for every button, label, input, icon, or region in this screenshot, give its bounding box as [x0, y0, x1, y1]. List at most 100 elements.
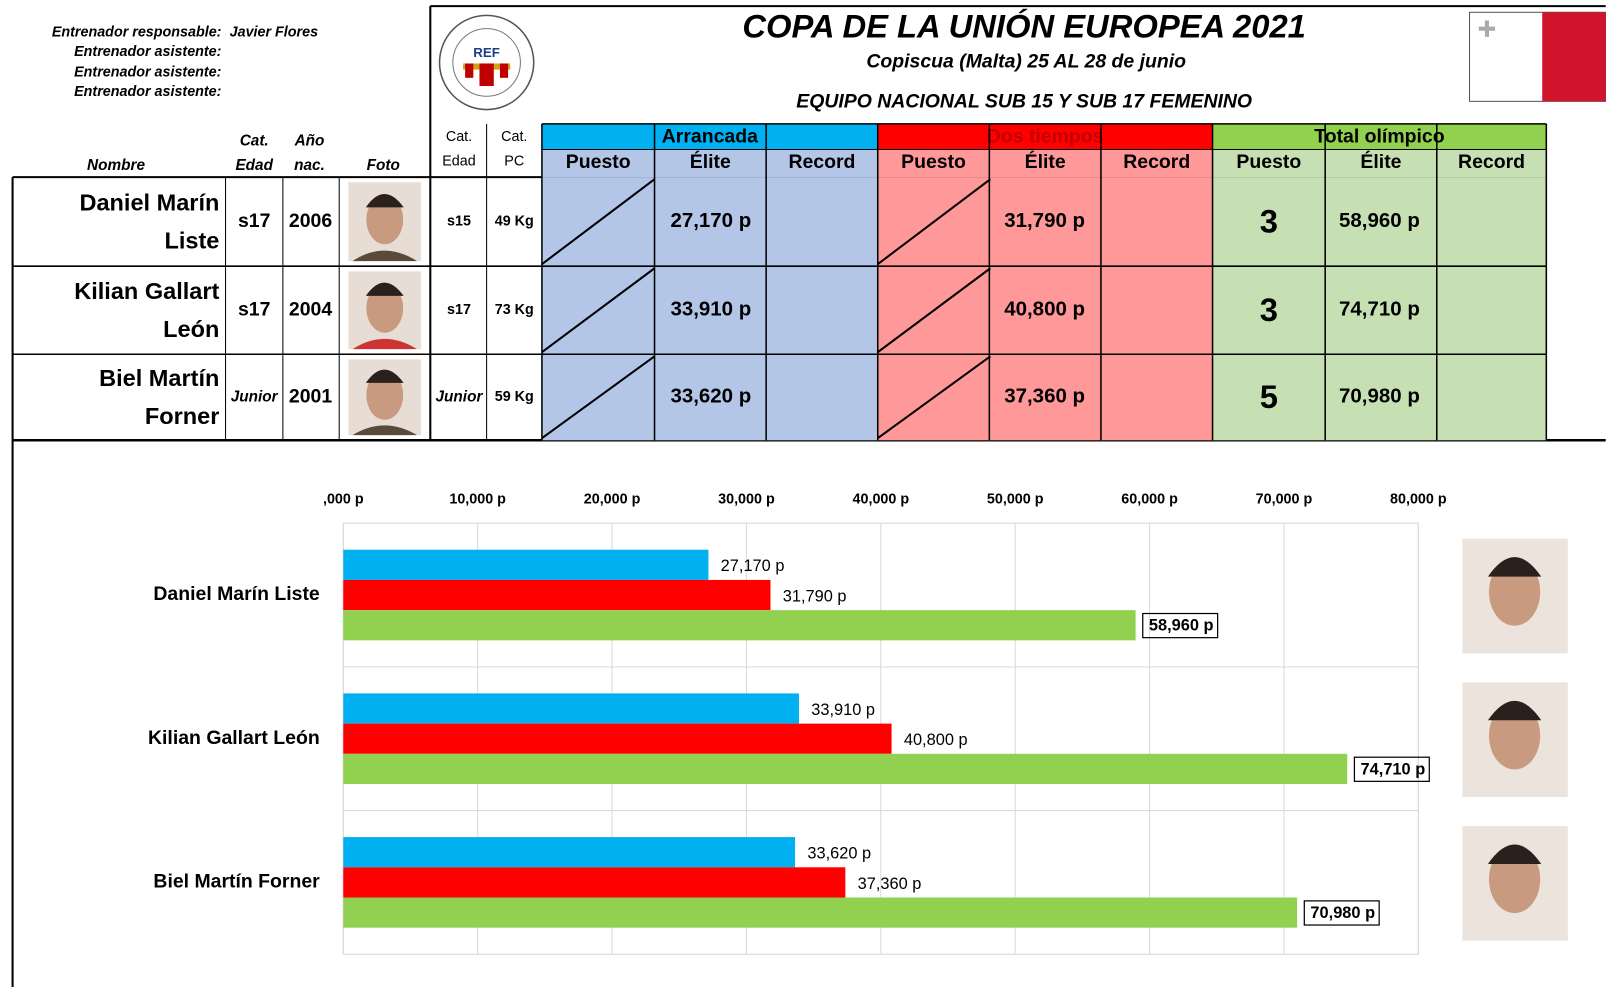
birth-year: 2004: [289, 298, 332, 320]
value-label: 40,800 p: [904, 731, 968, 749]
athlete-name: León: [163, 316, 219, 342]
x-tick-label: 10,000 p: [449, 491, 506, 507]
total-puesto: 3: [1260, 202, 1278, 239]
cat-pc: 73 Kg: [495, 302, 534, 318]
logo-plate: [500, 63, 508, 77]
cat-comp: Junior: [436, 388, 484, 405]
x-tick-label: 30,000 p: [718, 491, 775, 507]
flag-red: [1542, 12, 1605, 101]
cat-pc: 49 Kg: [495, 213, 534, 229]
cat-edad: s17: [238, 298, 270, 320]
value-label: 33,620 p: [807, 845, 871, 863]
column-header: Edad: [442, 154, 475, 170]
arrancada-elite: 27,170 p: [670, 209, 751, 232]
x-tick-label: 80,000 p: [1390, 491, 1447, 507]
coach-role: Entrenador asistente:: [74, 64, 222, 80]
column-header: Edad: [235, 157, 273, 174]
subtitle: Copiscua (Malta) 25 AL 28 de junio: [866, 51, 1186, 73]
logo-figure: [479, 63, 493, 86]
athlete-name: Forner: [145, 403, 220, 429]
total-elite: 58,960 p: [1339, 209, 1420, 232]
subheader: Élite: [1025, 150, 1066, 173]
bar: [343, 693, 799, 723]
birth-year: 2006: [289, 210, 332, 232]
category-label: Daniel Marín Liste: [153, 583, 320, 605]
logo-ring: [440, 15, 534, 109]
category-label: Biel Martín Forner: [153, 871, 320, 893]
logo-plate: [465, 63, 473, 77]
subheader: Puesto: [566, 151, 631, 173]
bar: [343, 754, 1347, 784]
column-header: Cat.: [501, 129, 527, 145]
subheader: Puesto: [1236, 151, 1301, 173]
logo-text: REF: [473, 45, 500, 60]
dos-tiempos-elite: 37,360 p: [1004, 385, 1085, 408]
column-header: PC: [504, 154, 524, 170]
column-header: Cat.: [240, 132, 269, 149]
total-elite: 70,980 p: [1339, 385, 1420, 408]
coach-role: Entrenador asistente:: [74, 84, 222, 100]
x-tick-label: 20,000 p: [584, 491, 641, 507]
value-label: 37,360 p: [858, 875, 922, 893]
cat-comp: s17: [447, 302, 471, 318]
cat-edad: Junior: [231, 388, 279, 405]
subheader: Élite: [690, 150, 731, 173]
group-title: Total olímpico: [1314, 125, 1444, 147]
x-tick-label: 60,000 p: [1121, 491, 1178, 507]
birth-year: 2001: [289, 385, 332, 407]
column-header: nac.: [294, 157, 325, 174]
athlete-name: Biel Martín: [99, 365, 219, 391]
column-header: Foto: [367, 157, 400, 174]
subheader: Élite: [1360, 150, 1401, 173]
bar: [343, 837, 795, 867]
total-elite: 74,710 p: [1339, 298, 1420, 321]
bar: [343, 867, 845, 897]
category-label: Kilian Gallart León: [148, 727, 320, 749]
subheader: Record: [1123, 151, 1190, 173]
total-puesto: 5: [1260, 378, 1278, 415]
athlete-name: Kilian Gallart: [74, 278, 219, 304]
title: COPA DE LA UNIÓN EUROPEA 2021: [742, 7, 1306, 44]
bar: [343, 610, 1135, 640]
column-header: Nombre: [87, 157, 145, 174]
bar: [343, 724, 891, 754]
bar: [343, 580, 770, 610]
arrancada-elite: 33,620 p: [670, 385, 751, 408]
flag: [1470, 12, 1606, 101]
athlete-name: Liste: [164, 227, 219, 253]
group-title: Dos tiempos: [987, 125, 1104, 147]
arrancada-elite: 33,910 p: [670, 298, 751, 321]
value-label: 27,170 p: [721, 557, 785, 575]
coach-role: Entrenador asistente:: [74, 44, 222, 60]
value-label: 70,980 p: [1310, 904, 1375, 922]
bar: [343, 897, 1297, 927]
x-tick-label: 50,000 p: [987, 491, 1044, 507]
logo: [440, 15, 534, 109]
cat-comp: s15: [447, 213, 471, 229]
subheader: Puesto: [901, 151, 966, 173]
coach-role: Entrenador responsable:: [52, 25, 222, 41]
column-header: Año: [294, 132, 325, 149]
cat-edad: s17: [238, 210, 270, 232]
x-tick-label: ,000 p: [323, 491, 364, 507]
subheader: Record: [788, 151, 855, 173]
x-tick-label: 40,000 p: [853, 491, 910, 507]
value-label: 58,960 p: [1149, 617, 1214, 635]
bar: [343, 550, 708, 580]
athlete-name: Daniel Marín: [79, 189, 219, 215]
sheet: Entrenador responsable: Javier Flores Entr…: [0, 0, 1606, 987]
subheader: Record: [1458, 151, 1525, 173]
cat-pc: 59 Kg: [495, 389, 534, 405]
team-name: EQUIPO NACIONAL SUB 15 Y SUB 17 FEMENINO: [796, 91, 1252, 113]
value-label: 74,710 p: [1361, 760, 1426, 778]
coach-name: Javier Flores: [230, 25, 318, 41]
value-label: 31,790 p: [783, 587, 847, 605]
total-puesto: 3: [1260, 291, 1278, 328]
value-label: 33,910 p: [811, 701, 875, 719]
column-header: Cat.: [446, 129, 472, 145]
dos-tiempos-elite: 31,790 p: [1004, 209, 1085, 232]
page: Entrenador responsable: Javier Flores Entr…: [0, 0, 1606, 987]
x-tick-label: 70,000 p: [1256, 491, 1313, 507]
group-title: Arrancada: [662, 125, 758, 147]
dos-tiempos-elite: 40,800 p: [1004, 298, 1085, 321]
